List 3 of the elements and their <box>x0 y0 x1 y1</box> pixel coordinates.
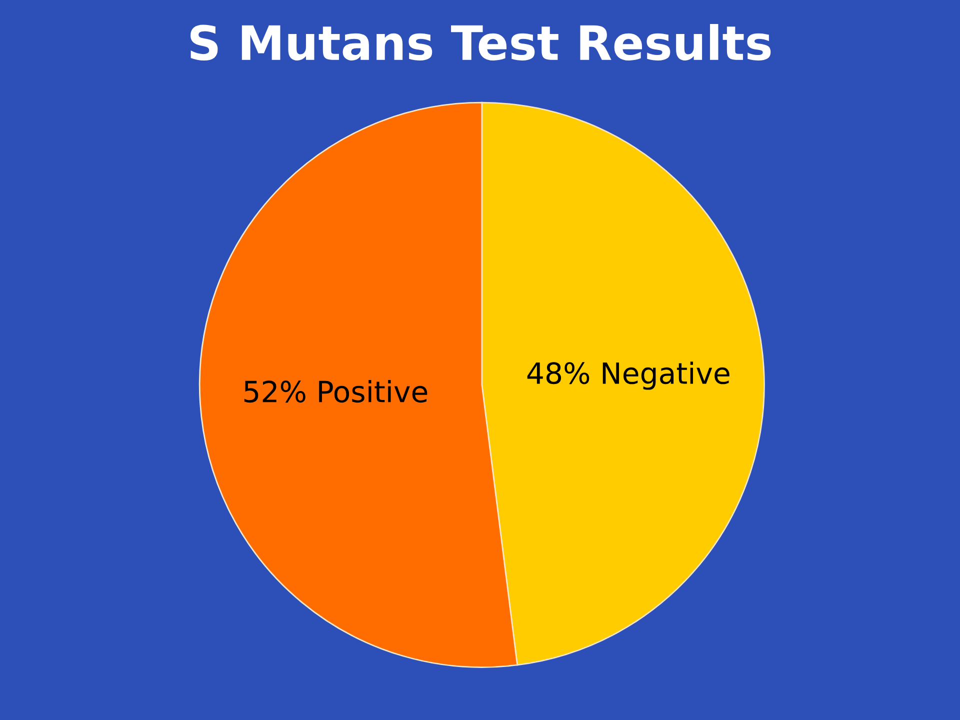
chart-title: S Mutans Test Results <box>190 24 771 60</box>
slice-label: 48% Negative <box>527 362 730 390</box>
slice-label: 52% Positive <box>244 380 428 403</box>
